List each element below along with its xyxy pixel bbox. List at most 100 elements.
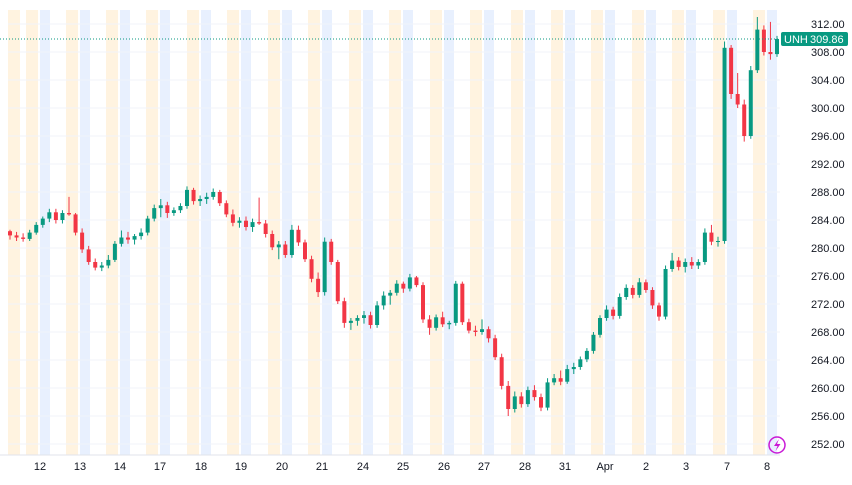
- candle-body: [67, 213, 71, 215]
- x-tick-label: 18: [195, 461, 207, 473]
- candle-body: [40, 218, 45, 225]
- x-tick-label: 25: [397, 461, 409, 473]
- candle-body: [571, 367, 576, 370]
- candle-body: [558, 378, 563, 382]
- x-tick-label: 3: [683, 461, 689, 473]
- candle: [375, 301, 380, 328]
- candle: [34, 222, 39, 235]
- time-axis[interactable]: 12 13 14 17 18 19 20 21 24 25 26 27 28 31 Apr 2 3 7 8: [0, 454, 780, 473]
- candle: [348, 318, 353, 330]
- candle: [571, 362, 576, 374]
- candle: [47, 208, 52, 223]
- candle-body: [21, 237, 26, 239]
- candle: [21, 233, 26, 242]
- candle-body: [244, 220, 248, 227]
- y-tick-label: 280.00: [811, 243, 845, 255]
- candle-body: [60, 213, 65, 220]
- candle: [165, 201, 170, 218]
- candle: [237, 217, 242, 228]
- premarket-band: [713, 10, 725, 455]
- candle-body: [132, 236, 137, 240]
- x-tick-label: 27: [478, 461, 490, 473]
- candle: [663, 265, 668, 320]
- candle: [584, 348, 589, 363]
- candle: [368, 311, 373, 329]
- postmarket-band: [160, 10, 170, 455]
- candle: [394, 280, 399, 296]
- premarket-band: [389, 10, 401, 455]
- candle-body: [296, 229, 301, 243]
- premarket-band: [146, 10, 158, 455]
- candle: [303, 239, 307, 262]
- candle-body: [748, 70, 753, 136]
- candle-body: [434, 317, 439, 328]
- candle: [657, 302, 661, 321]
- candle-body: [617, 297, 622, 316]
- candle: [768, 21, 773, 60]
- y-tick-label: 288.00: [811, 187, 845, 199]
- candle: [722, 41, 727, 244]
- premarket-band: [430, 10, 442, 455]
- y-tick-label: 256.00: [811, 411, 845, 423]
- y-tick-label: 260.00: [811, 383, 845, 395]
- candle: [735, 73, 740, 108]
- price-tag-symbol: UNH: [784, 34, 808, 46]
- lightning-icon[interactable]: [768, 436, 786, 454]
- candle: [598, 315, 602, 338]
- candle-body: [375, 305, 380, 325]
- candle: [427, 315, 432, 335]
- candle-body: [689, 262, 694, 266]
- candle-body: [86, 249, 91, 262]
- candle-body: [165, 205, 170, 213]
- candle-body: [230, 214, 235, 223]
- candle-body: [158, 205, 163, 209]
- candle: [99, 262, 104, 272]
- candle: [466, 318, 471, 334]
- candle: [473, 325, 478, 337]
- candle-body: [440, 317, 445, 325]
- candle: [158, 199, 163, 218]
- price-tag-value: 309.86: [810, 34, 844, 46]
- candle: [617, 293, 622, 319]
- candle-body: [303, 242, 307, 260]
- candle: [381, 291, 386, 310]
- candle-body: [139, 232, 144, 237]
- candle-body: [755, 29, 760, 71]
- candle-body: [126, 237, 130, 240]
- postmarket-band: [767, 10, 777, 455]
- candle: [263, 220, 268, 238]
- y-tick-label: 284.00: [811, 215, 845, 227]
- candle-body: [486, 329, 491, 339]
- postmarket-band: [605, 10, 615, 455]
- candle-body: [53, 212, 58, 220]
- candle-body: [696, 262, 701, 266]
- premarket-band: [349, 10, 361, 455]
- candle-body: [289, 229, 294, 255]
- candle: [506, 381, 511, 416]
- candle: [362, 311, 366, 324]
- candle-body: [106, 259, 111, 266]
- y-tick-label: 308.00: [811, 47, 845, 59]
- candle-body: [584, 350, 589, 360]
- candle-body: [565, 369, 570, 382]
- grid-lines: [8, 23, 780, 445]
- y-tick-label: 300.00: [811, 103, 845, 115]
- price-axis[interactable]: 252.00 256.00 260.00 264.00 268.00 272.00 276.…: [811, 19, 845, 451]
- candle: [309, 255, 314, 283]
- postmarket-band: [201, 10, 211, 455]
- candle: [93, 258, 98, 271]
- premarket-band: [511, 10, 523, 455]
- candle-body: [539, 397, 543, 408]
- x-tick-label: 20: [276, 461, 288, 473]
- candle: [545, 378, 550, 411]
- candle-body: [447, 322, 452, 325]
- candle-body: [257, 222, 262, 224]
- candle-body: [775, 38, 779, 55]
- candle: [558, 370, 563, 386]
- y-tick-label: 304.00: [811, 75, 845, 87]
- y-tick-label: 276.00: [811, 271, 845, 283]
- candle: [224, 200, 229, 218]
- candle-body: [624, 287, 629, 297]
- candle-body: [198, 199, 203, 202]
